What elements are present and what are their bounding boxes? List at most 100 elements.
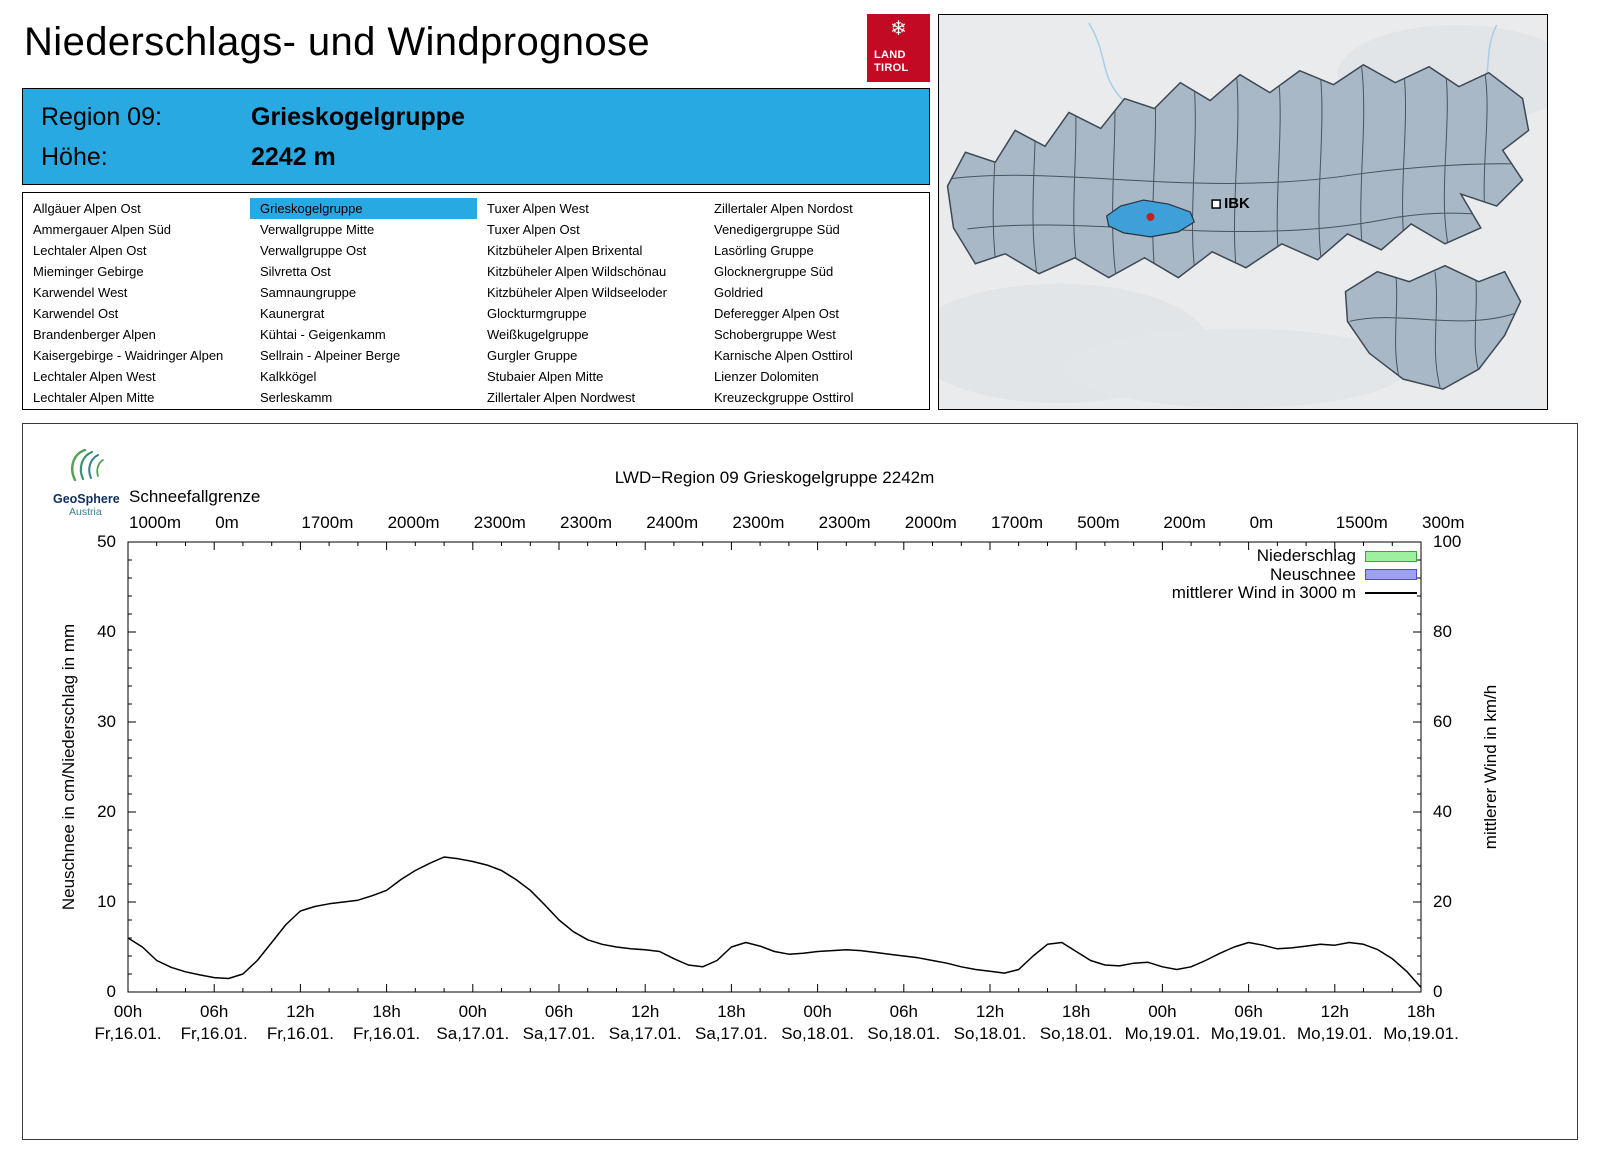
region-list-item[interactable]: Brandenberger Alpen — [33, 327, 156, 342]
y-tick-right: 80 — [1433, 622, 1452, 641]
y-tick-left: 50 — [97, 532, 116, 551]
region-list-item[interactable]: Lienzer Dolomiten — [714, 369, 819, 384]
ibk-marker — [1211, 199, 1221, 209]
x-tick-date: Mo,19.01. — [1210, 1024, 1287, 1043]
snowline-value: 0m — [215, 513, 239, 532]
region-list-item[interactable]: Grieskogelgruppe — [250, 198, 477, 219]
region-list-item[interactable]: Kitzbüheler Alpen Brixental — [487, 243, 643, 258]
snowline-value: 200m — [1163, 513, 1206, 532]
region-list-item[interactable]: Serleskamm — [260, 390, 333, 405]
x-tick-date: Fr,16.01. — [266, 1024, 334, 1043]
x-tick-time: 12h — [975, 1002, 1005, 1021]
x-tick-date: Sa,17.01. — [436, 1024, 510, 1043]
region-list-item[interactable]: Kühtai - Geigenkamm — [260, 327, 386, 342]
region-list-item[interactable]: Weißkugelgruppe — [487, 327, 589, 342]
snowline-value: 2300m — [560, 513, 612, 532]
x-tick-date: Fr,16.01. — [353, 1024, 421, 1043]
region-value: Grieskogelgruppe — [251, 103, 465, 131]
geosphere-subname: Austria — [69, 506, 102, 518]
region-list-item[interactable]: Lechtaler Alpen Ost — [33, 243, 147, 258]
x-tick-time: 18h — [717, 1002, 746, 1021]
snowline-value: 1700m — [991, 513, 1043, 532]
map-east-tirol[interactable] — [1344, 264, 1522, 390]
region-list-item[interactable]: Mieminger Gebirge — [33, 264, 144, 279]
legend-swatch-box — [1365, 569, 1417, 581]
y-tick-right: 20 — [1433, 892, 1452, 911]
plot-border — [127, 541, 1422, 993]
legend-swatch-line — [1365, 592, 1417, 595]
tirol-map[interactable]: IBK — [938, 14, 1548, 410]
region-list-item[interactable]: Kaisergebirge - Waidringer Alpen — [33, 348, 224, 363]
region-list-item[interactable]: Schobergruppe West — [714, 327, 836, 342]
region-list-item[interactable]: Tuxer Alpen West — [487, 201, 589, 216]
logo-line-1: LAND — [874, 48, 906, 61]
region-list: Allgäuer Alpen Ost Ammergauer Alpen Süd Le… — [22, 192, 930, 410]
x-tick-time: 06h — [1234, 1002, 1263, 1021]
region-list-item[interactable]: Deferegger Alpen Ost — [714, 306, 840, 321]
region-list-item[interactable]: Karwendel Ost — [33, 306, 119, 321]
region-list-item[interactable]: Glockturmgruppe — [487, 306, 587, 321]
x-tick-time: 18h — [1406, 1002, 1436, 1021]
region-list-item[interactable]: Gurgler Gruppe — [487, 348, 578, 363]
snowline-value: 2000m — [904, 513, 957, 532]
region-list-item[interactable]: Lasörling Gruppe — [714, 243, 814, 258]
x-tick-date: So,18.01. — [1039, 1024, 1113, 1043]
region-list-item[interactable]: Kitzbüheler Alpen Wildschönau — [487, 264, 667, 279]
region-list-item[interactable]: Verwallgruppe Mitte — [260, 222, 375, 237]
legend-swatch-box — [1365, 550, 1417, 562]
x-tick-time: 00h — [458, 1002, 487, 1021]
snowline-value: 1500m — [1335, 513, 1388, 532]
region-list-item[interactable]: Allgäuer Alpen Ost — [33, 201, 141, 216]
x-tick-date: So,18.01. — [867, 1024, 941, 1043]
region-list-item[interactable]: Kaunergrat — [260, 306, 325, 321]
legend-label: mittlerer Wind in 3000 m — [1171, 583, 1356, 603]
x-tick-time: 06h — [889, 1002, 918, 1021]
region-list-item[interactable]: Tuxer Alpen Ost — [487, 222, 580, 237]
legend-item: mittlerer Wind in 3000 m — [1171, 583, 1417, 603]
y-tick-right: 100 — [1433, 532, 1462, 551]
snowline-value: 2300m — [818, 513, 871, 532]
region-list-item[interactable]: Karnische Alpen Osttirol — [714, 348, 853, 363]
region-list-item[interactable]: Samnaungruppe — [260, 285, 357, 300]
region-list-item[interactable]: Zillertaler Alpen Nordwest — [487, 390, 636, 405]
region-list-item[interactable]: Kalkkögel — [260, 369, 317, 384]
legend-item: Neuschnee — [1172, 564, 1417, 585]
snowline-value: 2000m — [387, 513, 440, 532]
x-tick-date: So,18.01. — [781, 1024, 854, 1043]
region-list-item[interactable]: Zillertaler Alpen Nordost — [714, 201, 853, 216]
region-list-item[interactable]: Lechtaler Alpen Mitte — [33, 390, 155, 405]
region-list-item[interactable]: Glocknergruppe Süd — [714, 264, 834, 279]
plot-ticks — [127, 541, 1422, 993]
plot-svg — [127, 541, 1422, 993]
region-list-item[interactable]: Lechtaler Alpen West — [33, 369, 156, 384]
region-list-item[interactable]: Kreuzeckgruppe Osttirol — [714, 390, 854, 405]
region-list-item[interactable]: Venedigergruppe Süd — [714, 222, 840, 237]
region-list-item[interactable]: Goldried — [714, 285, 764, 300]
region-list-item[interactable]: Kitzbüheler Alpen Wildseeloder — [487, 285, 667, 300]
region-list-item[interactable]: Stubaier Alpen Mitte — [487, 369, 604, 384]
region-label: Region 09: — [41, 103, 162, 131]
region-column: Zillertaler Alpen Nordost Venedigergruppe… — [704, 198, 931, 409]
region-list-item[interactable]: Silvretta Ost — [260, 264, 331, 279]
region-list-item[interactable]: Ammergauer Alpen Süd — [33, 222, 172, 237]
x-tick-date: Mo,19.01. — [1383, 1024, 1459, 1043]
x-tick-time: 00h — [113, 1002, 143, 1021]
snowline-value: 1000m — [129, 513, 181, 532]
x-tick-date: Sa,17.01. — [695, 1024, 768, 1043]
region-list-item[interactable]: Karwendel West — [33, 285, 128, 300]
y-tick-left: 0 — [106, 982, 116, 1001]
ibk-label: IBK — [1224, 195, 1250, 212]
x-tick-time: 00h — [1148, 1002, 1177, 1021]
x-tick-date: Mo,19.01. — [1124, 1024, 1201, 1043]
y-tick-left: 30 — [97, 712, 116, 731]
logo-line-2: TIROL — [874, 61, 909, 74]
map-north-tirol[interactable] — [946, 63, 1530, 279]
x-tick-date: Sa,17.01. — [522, 1024, 596, 1043]
x-tick-time: 12h — [1320, 1002, 1349, 1021]
region-list-item[interactable]: Sellrain - Alpeiner Berge — [260, 348, 401, 363]
snowflake-icon: ❄ — [890, 18, 907, 40]
x-tick-time: 18h — [1062, 1002, 1091, 1021]
region-list-item[interactable]: Verwallgruppe Ost — [260, 243, 367, 258]
region-column: Tuxer Alpen West Tuxer Alpen Ost Kitzbühel… — [477, 198, 704, 409]
legend-label: Neuschnee — [1269, 564, 1356, 584]
